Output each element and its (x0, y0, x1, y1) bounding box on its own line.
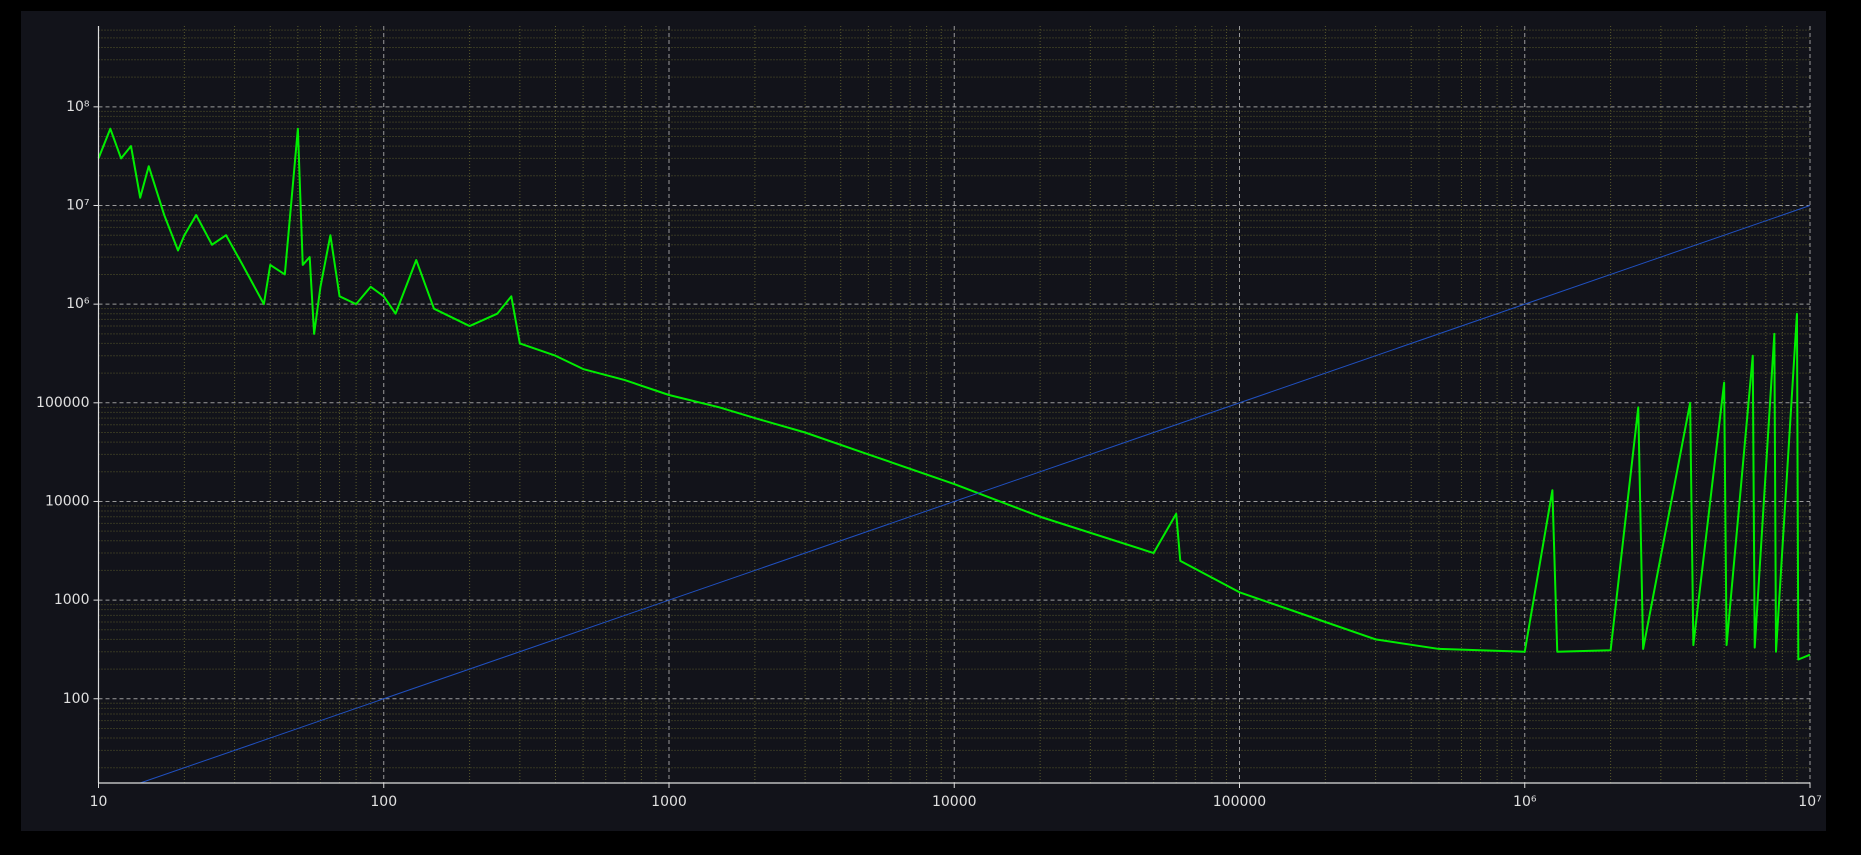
series-group (97, 127, 1811, 784)
y-tick-label: 100 (63, 691, 90, 707)
x-tick-label: 100000 (1213, 794, 1266, 810)
y-tick-label: 10⁷ (66, 198, 89, 214)
series-line (140, 205, 1811, 784)
y-tick-label: 100000 (36, 395, 89, 411)
y-tick-label: 1000 (54, 592, 90, 608)
grid (98, 26, 1811, 783)
y-tick-label: 10⁶ (66, 296, 90, 312)
x-tick-label: 1000 (651, 794, 687, 810)
x-tick-label: 10000 (932, 794, 977, 810)
x-tick-label: 10⁷ (1798, 794, 1821, 810)
x-tick-label: 10 (90, 794, 108, 810)
y-tick-label: 10⁸ (66, 99, 90, 115)
series-line (97, 127, 1811, 661)
x-tick-label: 100 (370, 794, 397, 810)
y-tick-label: 10000 (45, 493, 90, 509)
x-tick-label: 10⁶ (1513, 794, 1537, 810)
axes: 10 100 1000 10000 100000 10⁶ 10⁷ 100 1000 10000 10… (36, 26, 1822, 810)
